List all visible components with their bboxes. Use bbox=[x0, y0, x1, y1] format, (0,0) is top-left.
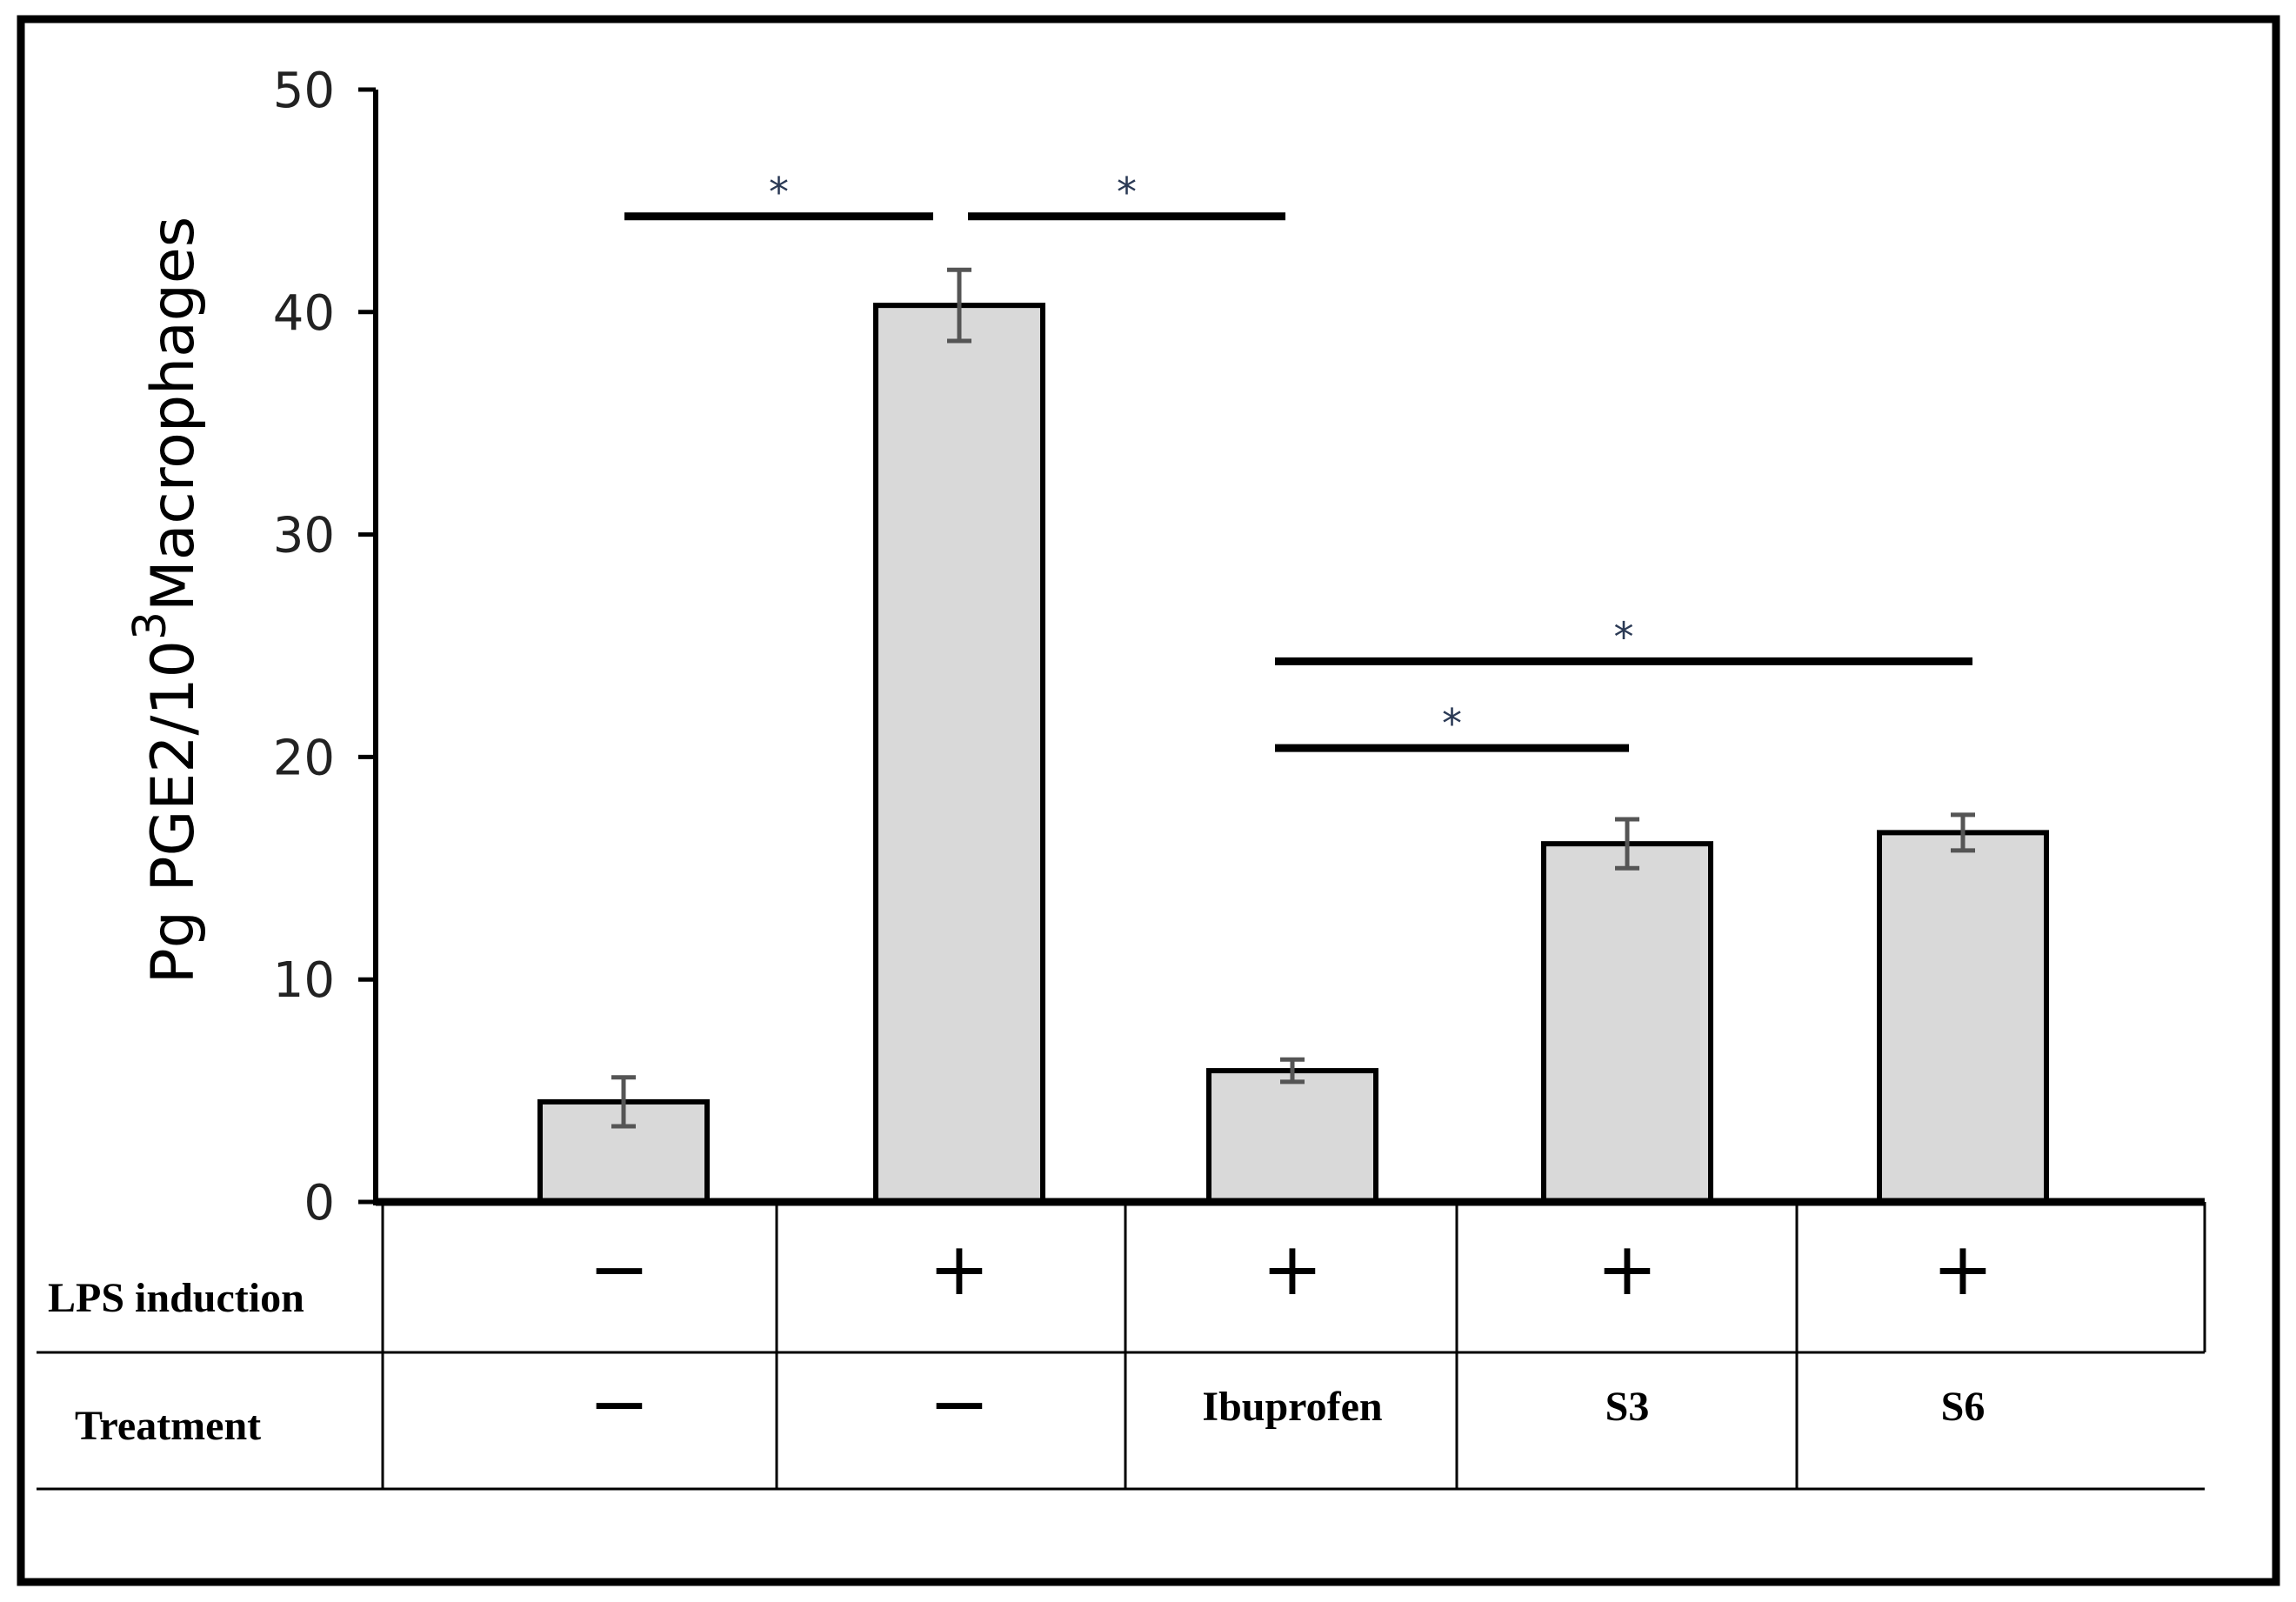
y-tick-label: 40 bbox=[273, 285, 335, 342]
table-cell: + bbox=[1932, 1226, 1993, 1312]
y-axis-label-main: Pg PGE2/10 bbox=[139, 640, 208, 984]
significance-asterisk: * bbox=[769, 169, 789, 216]
significance-asterisk: * bbox=[1117, 169, 1137, 216]
y-tick-label: 0 bbox=[304, 1175, 335, 1232]
y-tick-label: 50 bbox=[273, 63, 335, 119]
y-tick-label: 20 bbox=[273, 730, 335, 786]
y-tick-label: 10 bbox=[273, 952, 335, 1009]
table-cell: S6 bbox=[1941, 1384, 1986, 1430]
y-axis-label: Pg PGE2/103Macrophages bbox=[124, 217, 208, 984]
significance-asterisk: * bbox=[1614, 613, 1634, 660]
table-row-label: LPS induction bbox=[48, 1275, 304, 1321]
y-axis-label-tail: Macrophages bbox=[139, 217, 208, 611]
figure-frame bbox=[17, 15, 2280, 1586]
table-cell: − bbox=[589, 1226, 650, 1312]
y-axis-label-superscript: 3 bbox=[124, 611, 177, 640]
significance-asterisk: * bbox=[1442, 700, 1462, 747]
y-tick-label: 30 bbox=[273, 508, 335, 564]
table-cell: − bbox=[589, 1361, 650, 1446]
table-cell: + bbox=[1597, 1226, 1658, 1312]
bar bbox=[1877, 830, 2049, 1205]
table-row-label: Treatment bbox=[75, 1403, 261, 1449]
bar bbox=[873, 303, 1045, 1205]
table-cell: + bbox=[1262, 1226, 1323, 1312]
table-cell: − bbox=[929, 1361, 990, 1446]
bar bbox=[1541, 841, 1713, 1205]
table-cell: Ibuprofen bbox=[1202, 1384, 1382, 1430]
table-cell: S3 bbox=[1605, 1384, 1650, 1430]
table-cell: + bbox=[929, 1226, 990, 1312]
bar bbox=[1206, 1068, 1378, 1205]
